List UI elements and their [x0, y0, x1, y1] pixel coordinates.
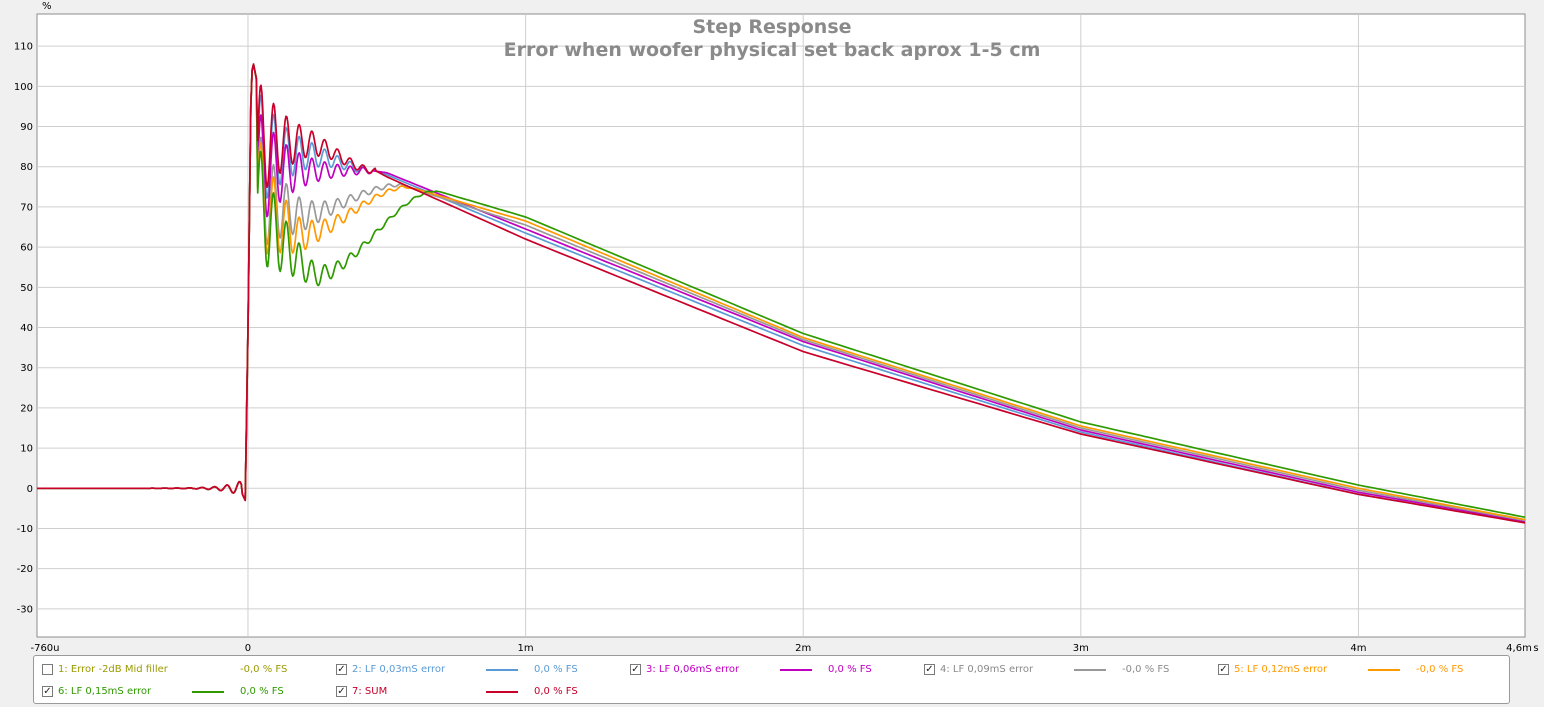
x-tick-label: 4,6m [1506, 643, 1532, 654]
legend-checkbox[interactable]: ✓ [630, 664, 641, 675]
y-unit-label: % [42, 1, 52, 12]
x-unit-label: s [1533, 643, 1538, 654]
legend-swatch [1368, 669, 1400, 671]
y-tick-label: 50 [20, 283, 33, 294]
y-tick-label: 10 [20, 444, 33, 455]
legend-checkbox[interactable]: ✓ [336, 686, 347, 697]
legend-checkbox[interactable]: ✓ [42, 686, 53, 697]
y-tick-label: 80 [20, 162, 33, 173]
legend-swatch [1074, 669, 1106, 671]
legend-fs-value: 0,0 % FS [828, 664, 872, 675]
legend-series-name: 2: LF 0,03mS error [352, 664, 446, 675]
legend-item: ✓ 7: SUM 0,0 % FS [336, 684, 624, 700]
y-tick-label: -20 [17, 564, 33, 575]
x-tick-label: -760u [30, 643, 59, 654]
x-tick-label: 3m [1073, 643, 1089, 654]
legend-checkbox[interactable] [42, 664, 53, 675]
legend-item: ✓ 3: LF 0,06mS error 0,0 % FS [630, 662, 918, 678]
x-tick-label: 4m [1350, 643, 1366, 654]
legend-swatch [780, 669, 812, 671]
legend-series-name: 3: LF 0,06mS error [646, 664, 740, 675]
legend-swatch [192, 691, 224, 693]
legend-series-name: 7: SUM [352, 686, 388, 697]
y-tick-label: -10 [17, 524, 33, 535]
legend-item: ✓ 6: LF 0,15mS error 0,0 % FS [42, 684, 330, 700]
y-tick-label: 0 [27, 484, 33, 495]
legend-swatch [486, 691, 518, 693]
y-tick-label: 70 [20, 202, 33, 213]
chart-subtitle: Error when woofer physical set back apro… [504, 39, 1041, 61]
legend-checkbox[interactable]: ✓ [1218, 664, 1229, 675]
legend-item: 1: Error -2dB Mid filler -0,0 % FS [42, 662, 330, 678]
y-tick-label: 60 [20, 243, 33, 254]
legend-series-name: 1: Error -2dB Mid filler [58, 664, 168, 675]
y-tick-label: 90 [20, 122, 33, 133]
x-tick-label: 0 [245, 643, 251, 654]
x-tick-label: 1m [518, 643, 534, 654]
series-lines [37, 63, 1526, 524]
legend-fs-value: -0,0 % FS [1416, 664, 1464, 675]
x-axis-ticks: -760u 0 1m 2m 3m 4m 4,6m [30, 643, 1531, 654]
legend-series-name: 4: LF 0,09mS error [940, 664, 1034, 675]
x-tick-label: 2m [795, 643, 811, 654]
grid [37, 14, 1525, 637]
legend-swatch [486, 669, 518, 671]
legend-series-name: 5: LF 0,12mS error [1234, 664, 1328, 675]
legend-fs-value: 0,0 % FS [534, 686, 578, 697]
legend: 1: Error -2dB Mid filler -0,0 % FS ✓ 2: LF … [33, 655, 1510, 704]
legend-item: ✓ 4: LF 0,09mS error -0,0 % FS [924, 662, 1212, 678]
legend-item: ✓ 2: LF 0,03mS error 0,0 % FS [336, 662, 624, 678]
legend-fs-value: -0,0 % FS [1122, 664, 1170, 675]
series-line-7-sum [37, 63, 1526, 524]
legend-checkbox[interactable]: ✓ [336, 664, 347, 675]
y-tick-label: 30 [20, 363, 33, 374]
legend-fs-value: -0,0 % FS [240, 664, 288, 675]
legend-checkbox[interactable]: ✓ [924, 664, 935, 675]
legend-item: ✓ 5: LF 0,12mS error -0,0 % FS [1218, 662, 1506, 678]
y-tick-label: 100 [14, 82, 33, 93]
y-tick-label: 20 [20, 403, 33, 414]
chart-title: Step Response [692, 16, 851, 38]
legend-fs-value: 0,0 % FS [534, 664, 578, 675]
legend-fs-value: 0,0 % FS [240, 686, 284, 697]
y-tick-label: 110 [14, 42, 33, 53]
y-tick-label: 40 [20, 323, 33, 334]
legend-series-name: 6: LF 0,15mS error [58, 686, 152, 697]
y-tick-label: -30 [17, 604, 33, 615]
